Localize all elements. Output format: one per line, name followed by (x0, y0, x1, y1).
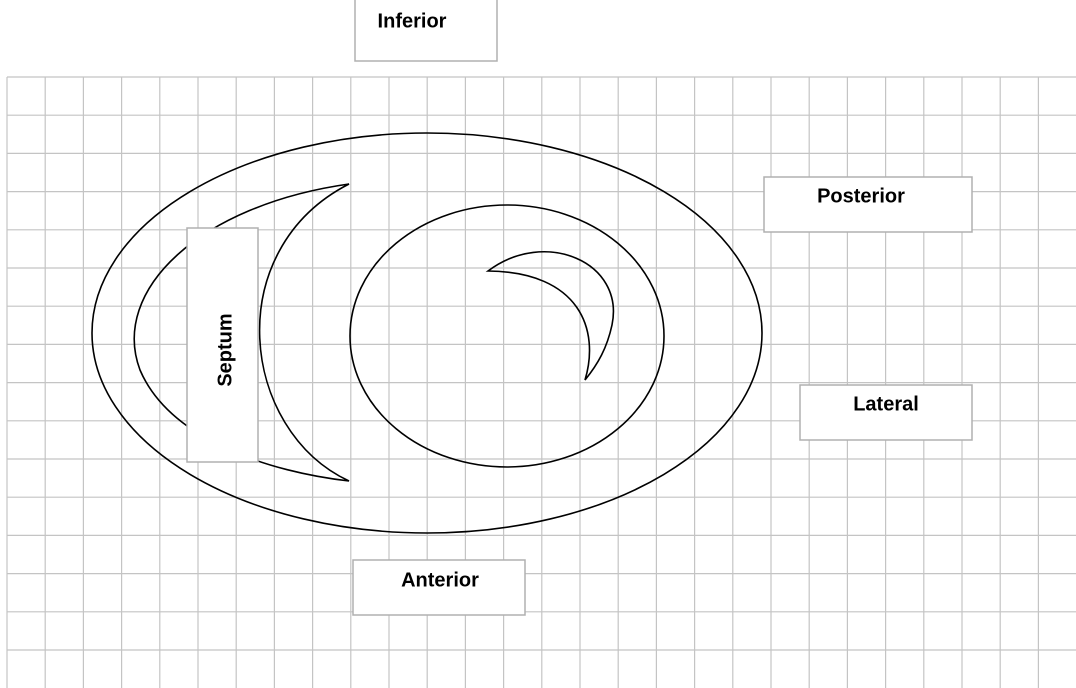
diagram: Inferior Posterior Lateral Anterior Sept… (0, 0, 1076, 688)
small-crescent (488, 252, 613, 380)
grid (7, 77, 1076, 688)
label-lateral: Lateral (853, 393, 919, 415)
label-inferior: Inferior (378, 10, 447, 32)
label-posterior: Posterior (817, 185, 905, 207)
label-anterior: Anterior (401, 569, 479, 591)
label-septum: Septum (214, 313, 236, 386)
inner-circle (350, 205, 664, 467)
